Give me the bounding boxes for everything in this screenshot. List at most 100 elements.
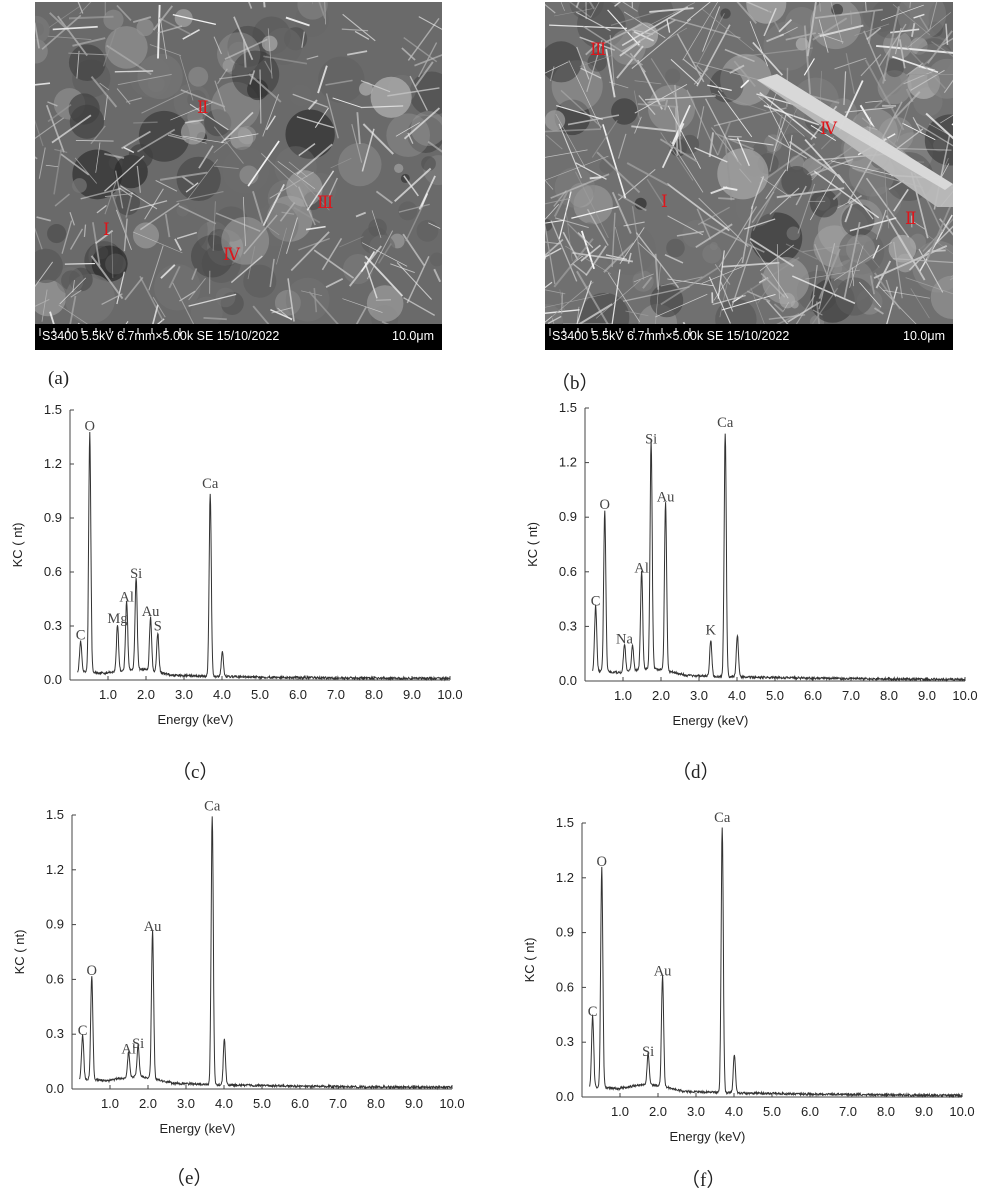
peak-label: C: [78, 1023, 88, 1039]
y-axis-title: KC ( nt): [522, 938, 537, 983]
panel-label-c: （c）: [172, 757, 218, 784]
scale-ticks: [35, 328, 185, 336]
y-tick-label: 0.0: [559, 673, 577, 688]
y-tick-label: 0.3: [44, 618, 62, 633]
x-axis-title: Energy (keV): [672, 713, 748, 728]
x-tick-label: 7.0: [327, 687, 345, 702]
x-tick-label: 5.0: [766, 688, 784, 703]
y-tick-label: 0.3: [559, 618, 577, 633]
peak-label: S: [154, 618, 162, 634]
y-axis-title: KC ( nt): [12, 930, 27, 975]
peak-label: Al: [119, 590, 134, 606]
x-tick-label: 1.0: [99, 687, 117, 702]
x-tick-label: 7.0: [842, 688, 860, 703]
peak-label: O: [87, 963, 97, 979]
x-axis-title: Energy (keV): [157, 712, 233, 727]
x-tick-label: 1.0: [101, 1096, 119, 1111]
y-tick-label: 0.6: [44, 564, 62, 579]
x-tick-label: 7.0: [839, 1104, 857, 1119]
peak-label: C: [76, 627, 86, 643]
x-tick-label: 1.0: [614, 688, 632, 703]
sem-image-a: S3400 5.5kV 6.7mm×5.00k SE 15/10/2022 10…: [35, 2, 442, 350]
y-tick-label: 0.9: [44, 510, 62, 525]
peak-label: C: [588, 1004, 598, 1020]
x-tick-label: 2.0: [139, 1096, 157, 1111]
region-marker: Ⅰ: [661, 192, 668, 212]
y-tick-label: 0.0: [44, 672, 62, 687]
spectrum-trace: [593, 434, 965, 681]
x-axis-title: Energy (keV): [159, 1121, 235, 1136]
peak-label: Si: [130, 566, 142, 582]
x-tick-label: 10.0: [952, 688, 977, 703]
peak-label: Ca: [717, 415, 734, 431]
x-tick-label: 6.0: [291, 1096, 309, 1111]
x-tick-label: 4.0: [213, 687, 231, 702]
y-tick-label: 0.9: [556, 925, 574, 940]
sem-image-b: S3400 5.5kV 6.7mm×5.00k SE 15/10/2022 10…: [545, 2, 953, 350]
y-tick-label: 1.2: [46, 862, 64, 877]
x-tick-label: 8.0: [367, 1096, 385, 1111]
peak-label: Mg: [107, 611, 127, 627]
peak-label: Ca: [202, 476, 219, 492]
x-tick-label: 5.0: [253, 1096, 271, 1111]
x-tick-label: 9.0: [915, 1104, 933, 1119]
x-tick-label: 3.0: [175, 687, 193, 702]
peak-label: O: [600, 497, 610, 513]
panel-label-d: （d）: [672, 757, 720, 784]
x-tick-label: 3.0: [177, 1096, 195, 1111]
y-tick-label: 1.2: [44, 456, 62, 471]
x-tick-label: 4.0: [728, 688, 746, 703]
x-tick-label: 8.0: [880, 688, 898, 703]
y-axis-title: KC ( nt): [525, 522, 540, 567]
scale-ticks: [545, 328, 695, 336]
x-tick-label: 5.0: [251, 687, 269, 702]
region-marker: Ⅲ: [590, 40, 606, 60]
y-tick-label: 0.9: [559, 509, 577, 524]
y-tick-label: 0.3: [556, 1034, 574, 1049]
x-tick-label: 10.0: [439, 1096, 464, 1111]
region-marker: Ⅱ: [197, 98, 209, 118]
sem-info-bar: S3400 5.5kV 6.7mm×5.00k SE 15/10/2022 10…: [545, 324, 953, 350]
y-tick-label: 0.0: [556, 1089, 574, 1104]
peak-label: Si: [642, 1044, 654, 1060]
y-tick-label: 0.6: [559, 564, 577, 579]
y-tick-label: 1.2: [559, 455, 577, 470]
x-tick-label: 6.0: [289, 687, 307, 702]
peak-label: O: [85, 419, 95, 435]
x-tick-label: 9.0: [405, 1096, 423, 1111]
x-tick-label: 6.0: [801, 1104, 819, 1119]
x-tick-label: 4.0: [215, 1096, 233, 1111]
peak-label: Ca: [204, 798, 221, 814]
y-tick-label: 0.0: [46, 1081, 64, 1096]
x-tick-label: 4.0: [725, 1104, 743, 1119]
peak-label: Si: [132, 1036, 144, 1052]
x-axis-title: Energy (keV): [669, 1129, 745, 1144]
y-tick-label: 1.5: [559, 400, 577, 415]
scale-bar-label: 10.0μm: [392, 329, 434, 343]
scale-bar-label: 10.0μm: [903, 329, 945, 343]
sem-texture: [35, 2, 442, 324]
peak-label: Na: [616, 632, 633, 648]
x-tick-label: 3.0: [687, 1104, 705, 1119]
peak-label: K: [706, 623, 717, 639]
y-tick-label: 1.5: [44, 402, 62, 417]
region-marker: Ⅱ: [905, 209, 917, 229]
peak-label: Au: [654, 964, 672, 980]
x-tick-label: 8.0: [365, 687, 383, 702]
x-tick-label: 9.0: [403, 687, 421, 702]
x-tick-label: 9.0: [918, 688, 936, 703]
peak-label: C: [591, 593, 601, 609]
y-tick-label: 0.6: [46, 971, 64, 986]
y-tick-label: 0.6: [556, 979, 574, 994]
y-axis-title: KC ( nt): [10, 523, 25, 568]
region-marker: Ⅲ: [317, 193, 333, 213]
x-tick-label: 5.0: [763, 1104, 781, 1119]
region-marker: Ⅳ: [223, 245, 240, 265]
x-tick-label: 10.0: [949, 1104, 974, 1119]
x-tick-label: 10.0: [437, 687, 462, 702]
x-tick-label: 7.0: [329, 1096, 347, 1111]
panel-label-a: (a): [48, 368, 69, 390]
peak-label: Au: [657, 490, 675, 506]
